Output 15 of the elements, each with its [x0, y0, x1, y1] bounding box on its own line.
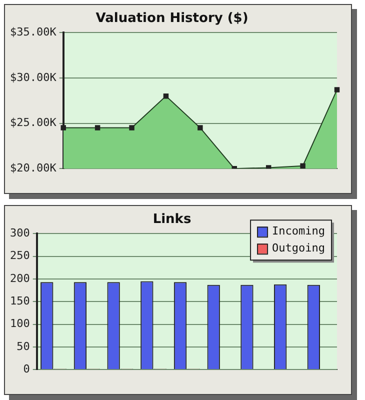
chart-title: Valuation History ($) — [96, 11, 248, 26]
legend-label: Incoming — [272, 224, 326, 238]
y-tick-label: 200 — [10, 272, 30, 285]
y-tick-label: 50 — [16, 340, 30, 353]
y-tick-label: 250 — [10, 249, 30, 262]
y-tick-label: $20.00K — [10, 161, 57, 174]
y-tick-label: $25.00K — [10, 116, 57, 130]
y-tick-label: $30.00K — [10, 70, 57, 84]
chart-title: Links — [152, 212, 192, 228]
legend-label: Outgoing — [272, 241, 326, 254]
y-tick-label: 100 — [10, 317, 30, 330]
y-tick-label: 0 — [23, 362, 30, 376]
y-tick-label: $35.00K — [10, 25, 57, 38]
y-tick-label: 300 — [10, 226, 30, 240]
y-tick-label: 150 — [10, 294, 30, 308]
